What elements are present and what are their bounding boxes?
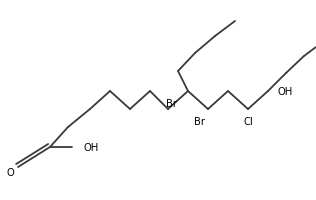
Text: Br: Br [166,99,177,108]
Text: OH: OH [278,87,293,97]
Text: Cl: Cl [243,116,253,126]
Text: Br: Br [195,116,205,126]
Text: O: O [6,167,14,177]
Text: OH: OH [84,142,99,152]
